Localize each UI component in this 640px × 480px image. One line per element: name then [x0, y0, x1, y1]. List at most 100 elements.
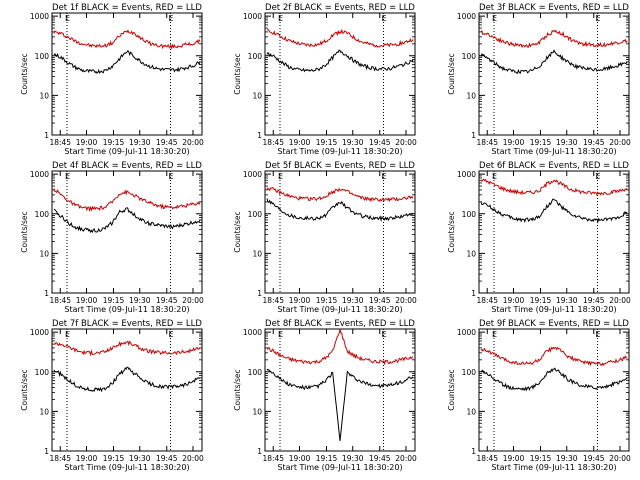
panel-title: Det 3f BLACK = Events, RED = LLD [479, 3, 629, 13]
y-tick-label: 100 [35, 210, 50, 219]
x-tick-label: 19:45 [583, 138, 605, 147]
x-tick-label: 19:00 [76, 138, 98, 147]
y-tick-label: 10 [252, 407, 262, 416]
x-tick-label: 20:00 [609, 454, 631, 463]
e-marker-label: E [169, 330, 174, 339]
x-axis-label: Start Time (09-Jul-11 18:30:20) [64, 463, 189, 472]
x-tick-label: 19:15 [103, 296, 125, 305]
e-marker-label: E [278, 172, 283, 181]
series-line-lld [53, 29, 201, 50]
y-tick-label: 1000 [457, 170, 476, 179]
y-axis-label: Counts/sec [233, 211, 242, 252]
panel-det-1: Det 1f BLACK = Events, RED = LLD 1 10 100 10… [20, 3, 204, 156]
x-tick-label: 19:15 [316, 296, 338, 305]
x-tick-label: 19:15 [316, 454, 338, 463]
x-tick-label: 19:30 [556, 138, 578, 147]
x-tick-label: 20:00 [609, 296, 631, 305]
y-axis-label: Counts/sec [20, 211, 29, 252]
x-tick-label: 19:30 [129, 296, 151, 305]
y-tick-label: 100 [248, 368, 263, 377]
y-tick-label: 1000 [30, 328, 49, 337]
panel-title: Det 1f BLACK = Events, RED = LLD [52, 3, 202, 13]
y-tick-label: 10 [39, 91, 49, 100]
series-line-events [53, 206, 201, 234]
y-tick-label: 100 [248, 210, 263, 219]
y-tick-label: 1000 [243, 328, 262, 337]
x-tick-label: 18:45 [49, 296, 71, 305]
series-line-events [266, 49, 414, 73]
y-axis-label: Counts/sec [233, 53, 242, 94]
e-marker-label: E [382, 14, 387, 23]
y-tick-label: 10 [252, 249, 262, 258]
x-axis-label: Start Time (09-Jul-11 18:30:20) [491, 305, 616, 314]
e-marker-label: E [492, 172, 497, 181]
x-tick-label: 19:30 [556, 296, 578, 305]
panel-det-9: Det 9f BLACK = Events, RED = LLD 1 10 100 10… [447, 319, 631, 472]
panel-title: Det 6f BLACK = Events, RED = LLD [479, 161, 629, 171]
series-line-lld [480, 346, 628, 367]
x-axis-label: Start Time (09-Jul-11 18:30:20) [491, 147, 616, 156]
x-tick-label: 19:00 [503, 454, 525, 463]
e-marker-label: E [382, 330, 387, 339]
e-marker-label: E [278, 330, 283, 339]
series-line-lld [266, 187, 414, 203]
y-tick-label: 10 [39, 407, 49, 416]
y-axis-label: Counts/sec [447, 369, 456, 410]
x-tick-label: 20:00 [182, 296, 204, 305]
x-tick-label: 19:15 [103, 454, 125, 463]
series-line-events [266, 198, 414, 223]
y-axis-label: Counts/sec [20, 369, 29, 410]
x-tick-label: 19:45 [369, 138, 391, 147]
y-tick-label: 100 [35, 52, 50, 61]
series-line-lld [266, 328, 414, 366]
x-tick-label: 20:00 [395, 454, 417, 463]
x-tick-label: 19:15 [530, 138, 552, 147]
x-tick-label: 18:45 [49, 454, 71, 463]
x-axis-label: Start Time (09-Jul-11 18:30:20) [277, 147, 402, 156]
y-tick-label: 10 [466, 407, 476, 416]
series-line-lld [54, 340, 201, 357]
x-tick-label: 18:45 [262, 138, 284, 147]
e-marker-label: E [596, 330, 601, 339]
plot-frame [51, 328, 203, 452]
y-tick-label: 1 [471, 131, 476, 140]
e-marker-label: E [382, 172, 387, 181]
panel-title: Det 4f BLACK = Events, RED = LLD [52, 161, 202, 171]
y-tick-label: 1 [44, 447, 49, 456]
x-tick-label: 19:00 [289, 296, 311, 305]
e-marker-label: E [596, 172, 601, 181]
e-marker-label: E [169, 172, 174, 181]
plot-frame [478, 12, 630, 136]
x-tick-label: 18:45 [262, 454, 284, 463]
y-tick-label: 10 [39, 249, 49, 258]
plot-frame [264, 12, 416, 136]
x-tick-label: 19:45 [156, 454, 178, 463]
y-tick-label: 100 [35, 368, 50, 377]
series-line-events [480, 367, 628, 392]
y-tick-label: 1000 [457, 12, 476, 21]
x-tick-label: 19:15 [530, 296, 552, 305]
e-marker-label: E [278, 14, 283, 23]
y-axis-label: Counts/sec [233, 369, 242, 410]
x-tick-label: 19:45 [583, 454, 605, 463]
panel-det-3: Det 3f BLACK = Events, RED = LLD 1 10 100 10… [447, 3, 631, 156]
e-marker-label: E [65, 330, 70, 339]
x-tick-label: 19:00 [503, 138, 525, 147]
x-tick-label: 20:00 [395, 138, 417, 147]
x-tick-label: 19:30 [342, 138, 364, 147]
x-axis-label: Start Time (09-Jul-11 18:30:20) [277, 305, 402, 314]
series-line-events [266, 368, 414, 441]
e-marker-label: E [492, 330, 497, 339]
x-tick-label: 19:00 [503, 296, 525, 305]
y-tick-label: 1 [257, 289, 262, 298]
y-tick-label: 100 [462, 52, 477, 61]
panel-title: Det 5f BLACK = Events, RED = LLD [265, 161, 415, 171]
y-tick-label: 100 [248, 52, 263, 61]
x-tick-label: 19:30 [129, 138, 151, 147]
y-tick-label: 1 [257, 131, 262, 140]
x-tick-label: 20:00 [395, 296, 417, 305]
x-tick-label: 18:45 [476, 454, 498, 463]
panel-title: Det 7f BLACK = Events, RED = LLD [52, 319, 202, 329]
panel-det-4: Det 4f BLACK = Events, RED = LLD 1 10 100 10… [20, 161, 204, 314]
